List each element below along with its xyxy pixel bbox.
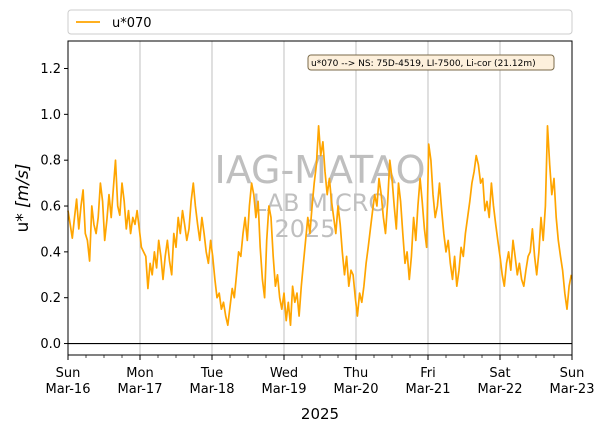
watermark-line-2: LAB MICRO — [253, 189, 388, 217]
annotation-text: u*070 --> NS: 75D-4519, LI-7500, Li-cor … — [311, 59, 536, 69]
y-tick-label: 0.6 — [40, 200, 61, 215]
x-tick-label-date: Mar-17 — [118, 382, 163, 397]
legend-box — [67, 9, 573, 35]
x-tick-label-day: Fri — [420, 366, 436, 381]
x-tick-label-date: Mar-18 — [190, 382, 235, 397]
legend-label: u*070 — [112, 16, 152, 31]
x-tick-label-date: Mar-19 — [262, 382, 307, 397]
x-tick-label-day: Sun — [560, 366, 585, 381]
y-tick-label: 0.2 — [40, 291, 61, 306]
y-axis-title: u* [m/s] — [13, 163, 33, 232]
x-tick-label-date: Mar-23 — [550, 382, 595, 397]
x-tick-label-date: Mar-21 — [406, 382, 451, 397]
y-tick-label: 1.2 — [40, 62, 61, 77]
y-tick-label: 1.0 — [40, 108, 61, 123]
plot-area: IAG-MATAO LAB MICRO 2025 u*070 --> NS: 7… — [67, 40, 573, 356]
annotation: u*070 --> NS: 75D-4519, LI-7500, Li-cor … — [307, 54, 555, 71]
plot-background — [68, 41, 572, 355]
x-tick-label-day: Mon — [126, 366, 153, 381]
x-tick-label-day: Thu — [343, 366, 368, 381]
x-axis-title: 2025 — [301, 405, 339, 423]
y-tick-label: 0.8 — [40, 154, 61, 169]
x-tick-label-day: Sat — [489, 366, 510, 381]
x-tick-label-date: Mar-22 — [478, 382, 523, 397]
x-tick-label-date: Mar-16 — [46, 382, 91, 397]
y-axis-title-unit: [m/s] — [13, 163, 33, 207]
y-tick-label: 0.4 — [40, 245, 61, 260]
y-tick-label: 0.0 — [40, 337, 61, 352]
x-tick-label-day: Wed — [270, 366, 298, 381]
y-axis-title-main: u* — [13, 208, 33, 233]
x-axis: SunMar-16MonMar-17TueMar-18WedMar-19ThuM… — [46, 355, 595, 397]
x-tick-label-day: Sun — [56, 366, 81, 381]
x-tick-label-day: Tue — [200, 366, 223, 381]
x-tick-label-date: Mar-20 — [334, 382, 379, 397]
annotation-box — [307, 54, 555, 71]
legend: u*070 — [67, 9, 573, 35]
series-line-u070 — [67, 124, 573, 327]
y-axis: 0.0 0.2 0.4 0.6 0.8 1.0 1.2 — [40, 62, 68, 352]
